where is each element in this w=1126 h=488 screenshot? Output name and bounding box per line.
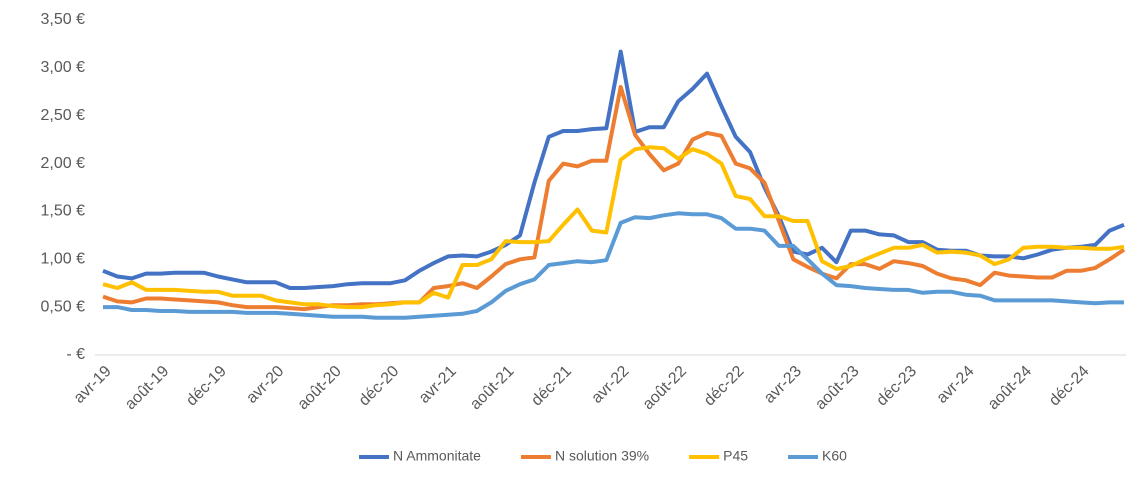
- y-tick-label: 0,50 €: [41, 298, 86, 315]
- y-tick-label: 1,00 €: [41, 251, 86, 268]
- x-tick-label: août-22: [640, 363, 690, 413]
- y-tick-label: 3,00 €: [41, 59, 86, 76]
- y-tick-label: 2,00 €: [41, 155, 86, 172]
- x-tick-label: août-20: [295, 363, 345, 413]
- x-tick-label: avr-19: [71, 363, 115, 407]
- x-tick-label: août-21: [467, 363, 517, 413]
- line-series: [102, 85, 1126, 312]
- y-tick-label: 1,50 €: [41, 203, 86, 220]
- line-series: [103, 211, 1124, 320]
- legend: N Ammonitate N solution 39% P45 K60: [359, 448, 847, 464]
- x-tick-label: août-23: [812, 363, 862, 413]
- x-tick-label: déc-22: [701, 363, 748, 410]
- x-tick-label: août-19: [122, 363, 172, 413]
- legend-label: K60: [822, 448, 847, 464]
- x-tick-label: avr-22: [588, 363, 632, 407]
- x-tick-label: août-24: [985, 363, 1035, 413]
- legend-label: P45: [723, 448, 748, 464]
- legend-label: N Ammonitate: [393, 448, 481, 464]
- x-tick-label: déc-19: [183, 363, 230, 410]
- x-tick-label: déc-24: [1046, 363, 1093, 410]
- x-tick-label: déc-21: [528, 363, 575, 410]
- x-tick-label: avr-21: [416, 363, 460, 407]
- y-tick-label: - €: [66, 346, 85, 363]
- x-tick-label: déc-20: [356, 363, 403, 410]
- x-tick-label: avr-24: [934, 363, 978, 407]
- x-tick-label: déc-23: [873, 363, 920, 410]
- y-tick-label: 2,50 €: [41, 107, 86, 124]
- legend-label: N solution 39%: [555, 448, 649, 464]
- x-tick-label: avr-20: [243, 363, 287, 407]
- y-tick-label: 3,50 €: [41, 11, 86, 28]
- line-series: [102, 145, 1125, 310]
- x-tick-label: avr-23: [761, 363, 805, 407]
